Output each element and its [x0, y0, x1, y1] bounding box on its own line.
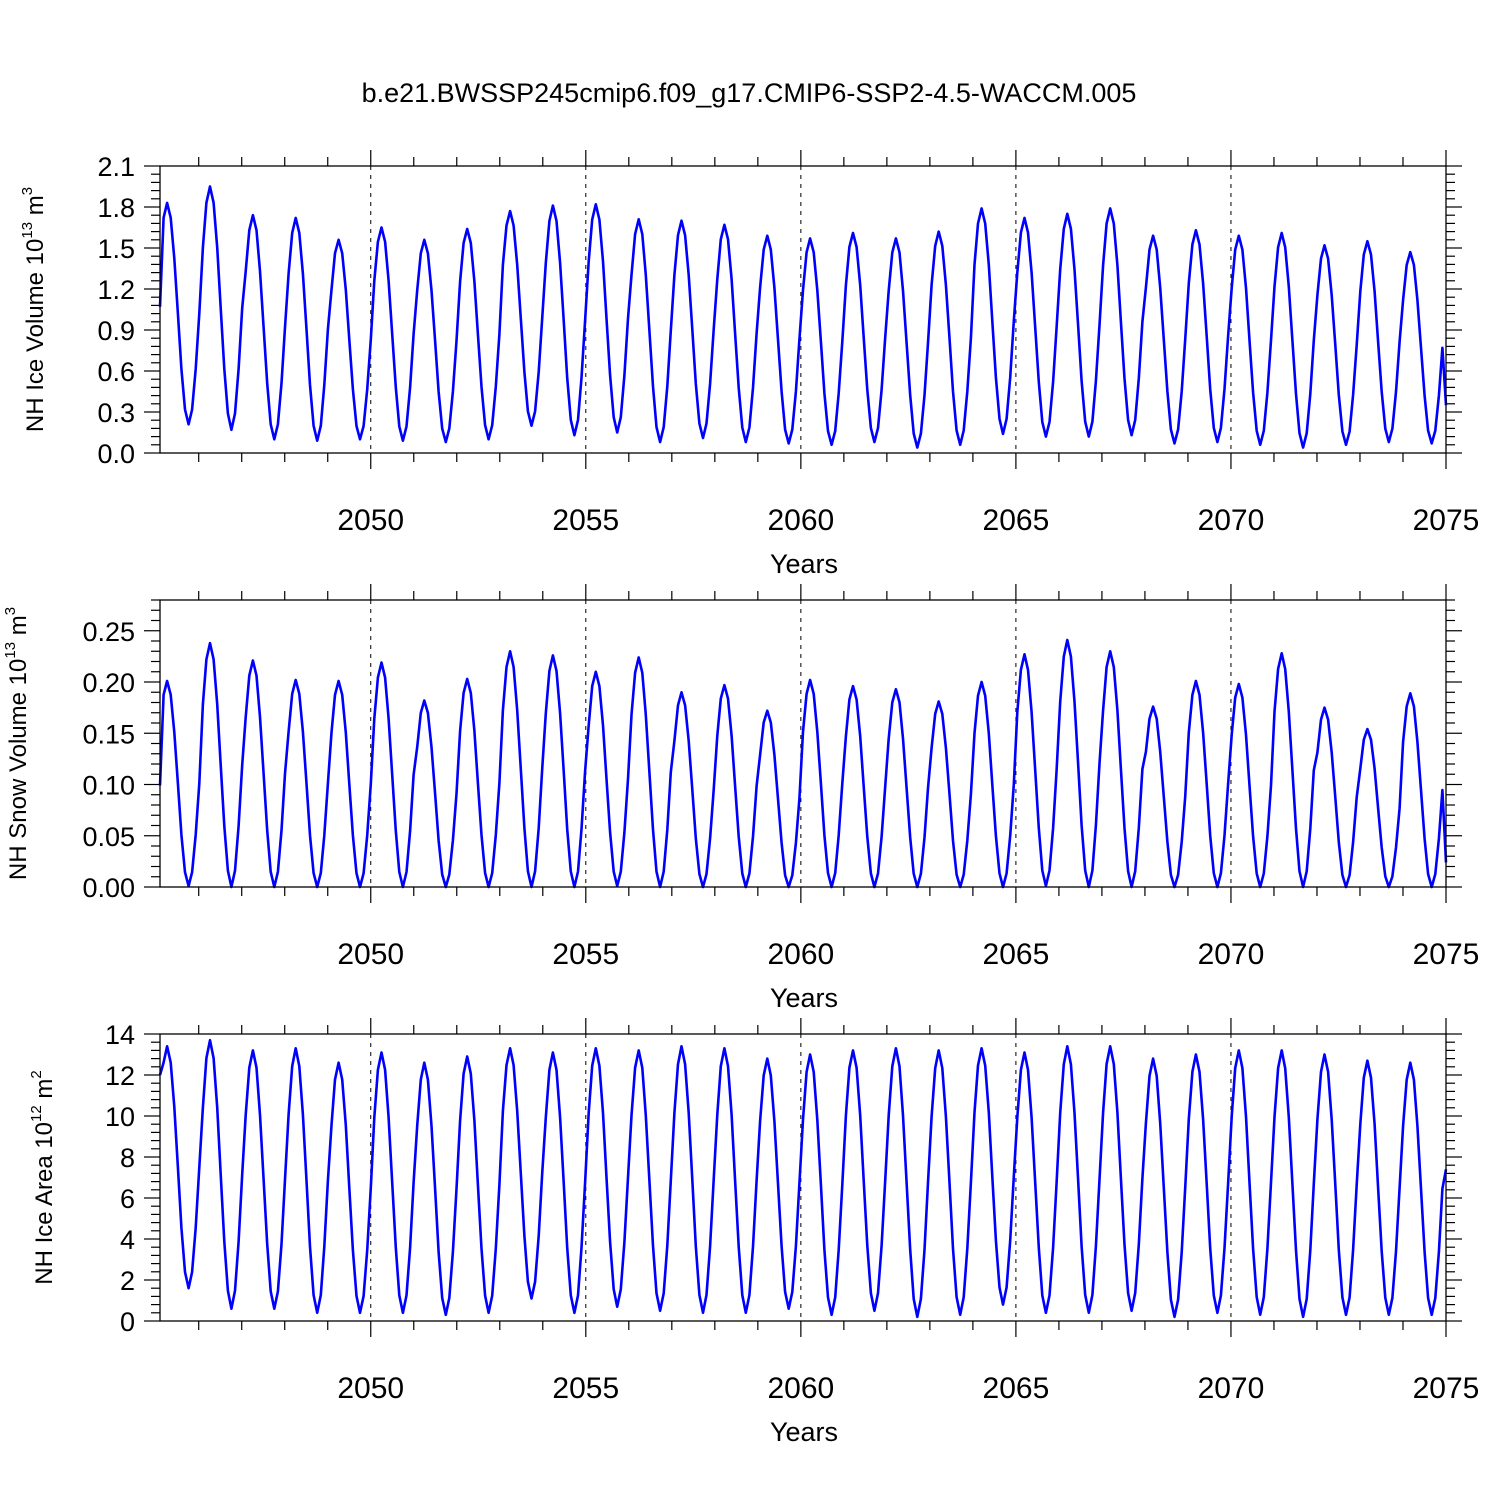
y-tick-label: 0.9: [97, 316, 135, 346]
x-axis-label: Years: [770, 549, 838, 579]
y-tick-label: 0.10: [82, 771, 135, 801]
y-tick-label: 0.00: [82, 873, 135, 903]
x-tick-label: 2055: [552, 1372, 619, 1405]
x-tick-label: 2070: [1198, 504, 1265, 537]
panel-ice-volume: 0.0 0.3 0.6 0.9 1.2 1.5 1.8 2.1 2050 2055 2060 2065…: [19, 150, 1479, 579]
x-tick-label: 2060: [767, 504, 834, 537]
y-tick-label: 0.3: [97, 398, 135, 428]
x-axis-label: Years: [770, 1417, 838, 1447]
panel-ice-area: 0 2 4 6 8 10 12 14 2050 2055 2060 2065 2070 2075 Years…: [28, 1018, 1479, 1447]
x-tick-label: 2065: [983, 938, 1050, 971]
y-tick-label: 0.6: [97, 357, 135, 387]
y-tick-label: 0.25: [82, 617, 135, 647]
x-axis-label: Years: [770, 983, 838, 1013]
x-tick-label: 2060: [767, 938, 834, 971]
y-tick-label: 6: [120, 1184, 135, 1214]
y-tick-label: 14: [105, 1020, 135, 1050]
x-tick-label: 2075: [1413, 504, 1480, 537]
y-axis-label: NH Ice Area 1012 m2: [28, 1070, 58, 1284]
y-tick-label: 12: [105, 1061, 135, 1091]
x-tick-label: 2060: [767, 1372, 834, 1405]
x-tick-label: 2050: [337, 504, 404, 537]
y-axis-label: NH Ice Volume 1013 m3: [19, 187, 49, 432]
x-tick-label: 2070: [1198, 1372, 1265, 1405]
y-tick-label: 0.0: [97, 439, 135, 469]
y-tick-label: 0.05: [82, 822, 135, 852]
x-tick-label: 2065: [983, 1372, 1050, 1405]
plot-frame: [159, 165, 1447, 454]
x-tick-label: 2055: [552, 504, 619, 537]
figure-title: b.e21.BWSSP245cmip6.f09_g17.CMIP6-SSP2-4…: [362, 78, 1137, 108]
series-line: [158, 638, 1448, 889]
series-line: [158, 185, 1448, 449]
y-tick-label: 1.2: [97, 275, 135, 305]
x-tick-label: 2050: [337, 1372, 404, 1405]
x-tick-label: 2075: [1413, 1372, 1480, 1405]
y-tick-label: 2: [120, 1266, 135, 1296]
plot-frame: [159, 1033, 1447, 1322]
y-tick-label: 1.5: [97, 234, 135, 264]
y-tick-label: 1.8: [97, 193, 135, 223]
plot-frame: [159, 599, 1447, 888]
y-axis-label: NH Snow Volume 1013 m3: [2, 607, 32, 880]
y-tick-label: 0.20: [82, 668, 135, 698]
y-tick-label: 2.1: [97, 152, 135, 182]
x-tick-label: 2055: [552, 938, 619, 971]
y-tick-label: 4: [120, 1225, 135, 1255]
x-tick-label: 2065: [983, 504, 1050, 537]
y-tick-label: 0: [120, 1307, 135, 1337]
x-tick-label: 2070: [1198, 938, 1265, 971]
y-tick-label: 0.15: [82, 719, 135, 749]
series-line: [158, 1038, 1448, 1319]
panel-snow-volume: 0.00 0.05 0.10 0.15 0.20 0.25 2050 2055 2060 2065…: [2, 584, 1479, 1013]
y-tick-label: 8: [120, 1143, 135, 1173]
x-tick-label: 2075: [1413, 938, 1480, 971]
y-tick-label: 10: [105, 1102, 135, 1132]
x-tick-label: 2050: [337, 938, 404, 971]
